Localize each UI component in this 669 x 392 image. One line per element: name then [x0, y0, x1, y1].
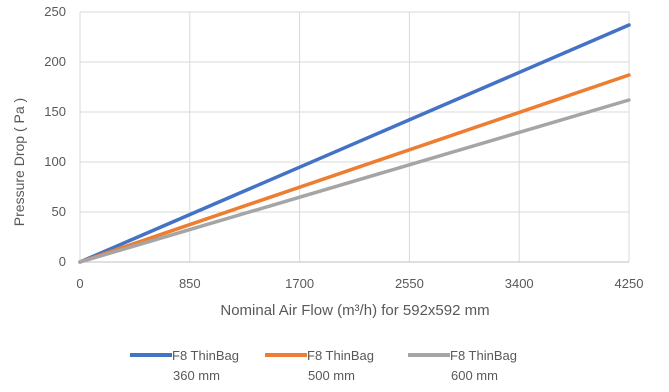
tick-labels: 0 50 100 150 200 250 0 850 1700 2550 3400 4250 — [44, 4, 643, 291]
x-tick-label: 3400 — [505, 276, 534, 291]
y-axis-label: Pressure Drop ( Pa ) — [11, 98, 27, 226]
y-tick-label: 150 — [44, 104, 66, 119]
series-line-3 — [78, 98, 631, 264]
x-tick-label: 0 — [76, 276, 83, 291]
legend-label-line2: 360 mm — [173, 368, 220, 383]
x-tick-label: 2550 — [395, 276, 424, 291]
series-line-1 — [78, 23, 631, 264]
legend-label-line1: F8 ThinBag — [450, 348, 517, 363]
x-tick-label: 4250 — [615, 276, 644, 291]
legend-label-line1: F8 ThinBag — [307, 348, 374, 363]
series-line-2 — [78, 73, 631, 264]
y-tick-label: 0 — [59, 254, 66, 269]
legend-label-line2: 500 mm — [308, 368, 355, 383]
x-axis-label: Nominal Air Flow (m³/h) for 592x592 mm — [220, 302, 489, 319]
legend-label-line2: 600 mm — [451, 368, 498, 383]
legend-item-2: F8 ThinBag 500 mm — [265, 348, 374, 383]
x-tick-label: 850 — [179, 276, 201, 291]
y-tick-label: 250 — [44, 4, 66, 19]
legend-item-1: F8 ThinBag 360 mm — [130, 348, 239, 383]
grid — [79, 11, 630, 263]
legend-item-3: F8 ThinBag 600 mm — [408, 348, 517, 383]
series-lines — [78, 23, 631, 264]
y-tick-label: 50 — [52, 204, 66, 219]
y-tick-label: 100 — [44, 154, 66, 169]
x-tick-label: 1700 — [285, 276, 314, 291]
legend-label-line1: F8 ThinBag — [172, 348, 239, 363]
y-tick-label: 200 — [44, 54, 66, 69]
